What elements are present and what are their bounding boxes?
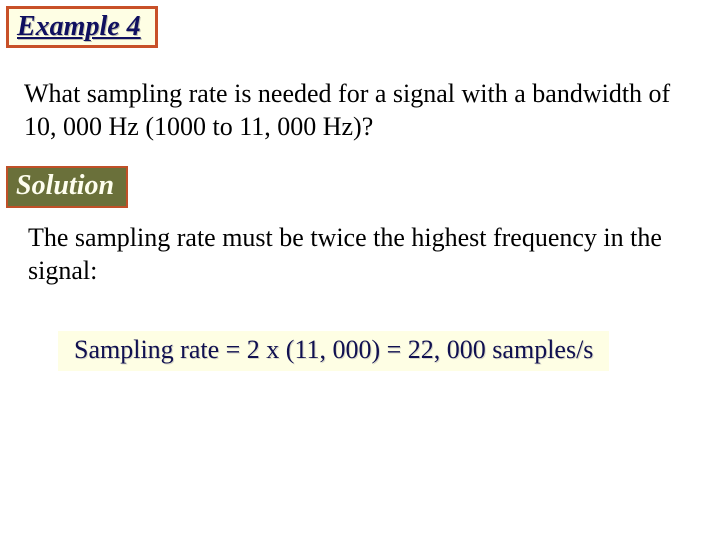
result-box: Sampling rate = 2 x (11, 000) = 22, 000 …: [58, 331, 609, 371]
solution-title: Solution: [16, 170, 114, 201]
example-title: Example 4: [17, 11, 141, 42]
result-text: Sampling rate = 2 x (11, 000) = 22, 000 …: [74, 335, 593, 364]
example-title-box: Example 4: [6, 6, 158, 48]
solution-title-box: Solution: [6, 166, 128, 208]
answer-text: The sampling rate must be twice the high…: [28, 222, 690, 287]
question-text: What sampling rate is needed for a signa…: [24, 78, 690, 143]
